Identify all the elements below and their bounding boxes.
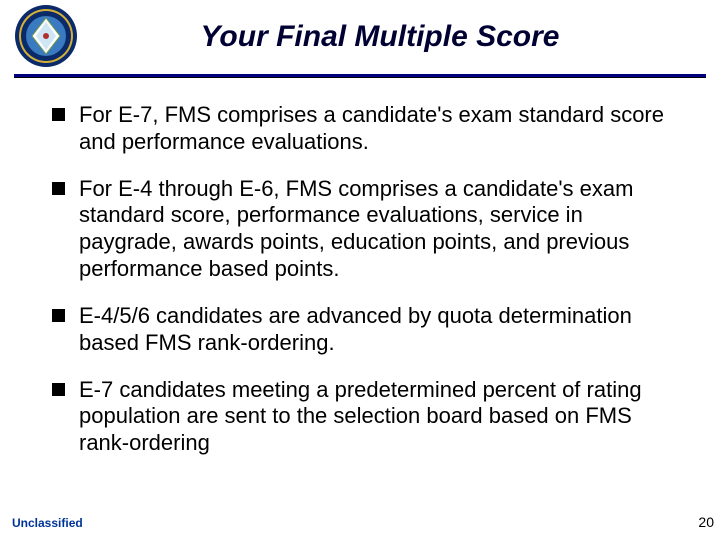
title-underline — [14, 74, 706, 78]
bullet-item: E-4/5/6 candidates are advanced by quota… — [52, 303, 684, 357]
classification-label: Unclassified — [12, 516, 83, 530]
bullet-item: For E-7, FMS comprises a candidate's exa… — [52, 102, 684, 156]
bullet-text: For E-4 through E-6, FMS comprises a can… — [79, 176, 684, 283]
slide-body: For E-7, FMS comprises a candidate's exa… — [0, 78, 720, 457]
bullet-text: E-4/5/6 candidates are advanced by quota… — [79, 303, 684, 357]
slide-header: Your Final Multiple Score — [0, 0, 720, 78]
page-number: 20 — [698, 514, 714, 530]
bullet-item: For E-4 through E-6, FMS comprises a can… — [52, 176, 684, 283]
bullet-item: E-7 candidates meeting a predetermined p… — [52, 377, 684, 457]
bullet-text: For E-7, FMS comprises a candidate's exa… — [79, 102, 684, 156]
slide-title: Your Final Multiple Score — [0, 0, 720, 54]
square-bullet-icon — [52, 309, 65, 322]
square-bullet-icon — [52, 108, 65, 121]
square-bullet-icon — [52, 383, 65, 396]
square-bullet-icon — [52, 182, 65, 195]
bullet-text: E-7 candidates meeting a predetermined p… — [79, 377, 684, 457]
agency-seal-icon — [14, 4, 78, 68]
